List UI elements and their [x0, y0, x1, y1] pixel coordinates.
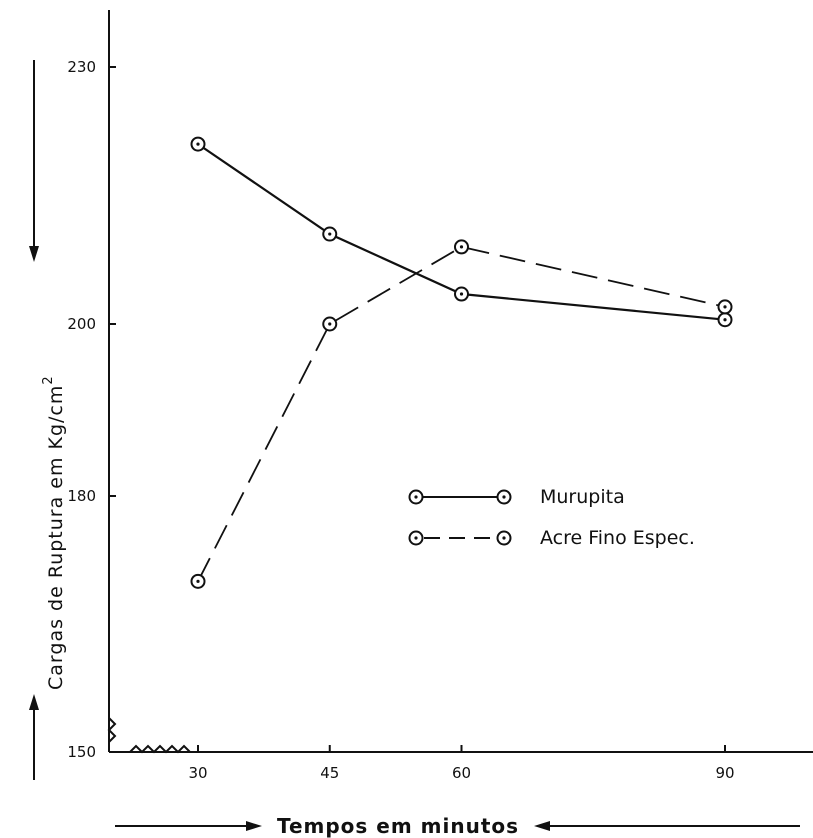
- series-1: [190, 239, 733, 589]
- y-axis-label: Cargas de Ruptura em Kg/cm2: [41, 375, 67, 690]
- x-tick-label: 45: [320, 764, 339, 782]
- data-point-center: [328, 322, 332, 326]
- series-line: [197, 143, 726, 321]
- y-tick-label: 180: [67, 487, 96, 505]
- series-0: [190, 136, 733, 328]
- data-point-center: [459, 245, 464, 249]
- legend-item-acre-fino: Acre Fino Espec.: [408, 527, 695, 549]
- data-point-center: [196, 579, 200, 583]
- x-tick-label: 30: [188, 764, 207, 782]
- y-tick-label: 230: [67, 58, 96, 76]
- data-point-center: [459, 292, 464, 296]
- legend-label-acre-fino: Acre Fino Espec.: [540, 527, 695, 549]
- data-point-center: [723, 318, 727, 322]
- series-line: [197, 245, 726, 582]
- data-point-center: [328, 232, 332, 236]
- data-point-center: [196, 142, 200, 146]
- ylabel-arrow-bottom: [29, 694, 39, 780]
- y-tick-label: 150: [67, 743, 96, 761]
- x-tick-label: 90: [715, 764, 734, 782]
- x-tick-label: 60: [452, 764, 471, 782]
- x-axis-label: Tempos em minutos: [277, 814, 519, 838]
- xlabel-arrow-right: [534, 821, 800, 831]
- legend-label-murupita: Murupita: [540, 486, 625, 508]
- y-tick-label: 200: [67, 315, 96, 333]
- legend-item-murupita: Murupita: [408, 486, 625, 508]
- xlabel-arrow-left: [115, 821, 262, 831]
- x-axis-break: [129, 744, 191, 754]
- legend: Murupita Acre Fino Espec.: [408, 486, 695, 549]
- data-point-center: [723, 305, 727, 309]
- y-axis-break: [107, 717, 117, 743]
- ylabel-arrow-top: [29, 60, 39, 262]
